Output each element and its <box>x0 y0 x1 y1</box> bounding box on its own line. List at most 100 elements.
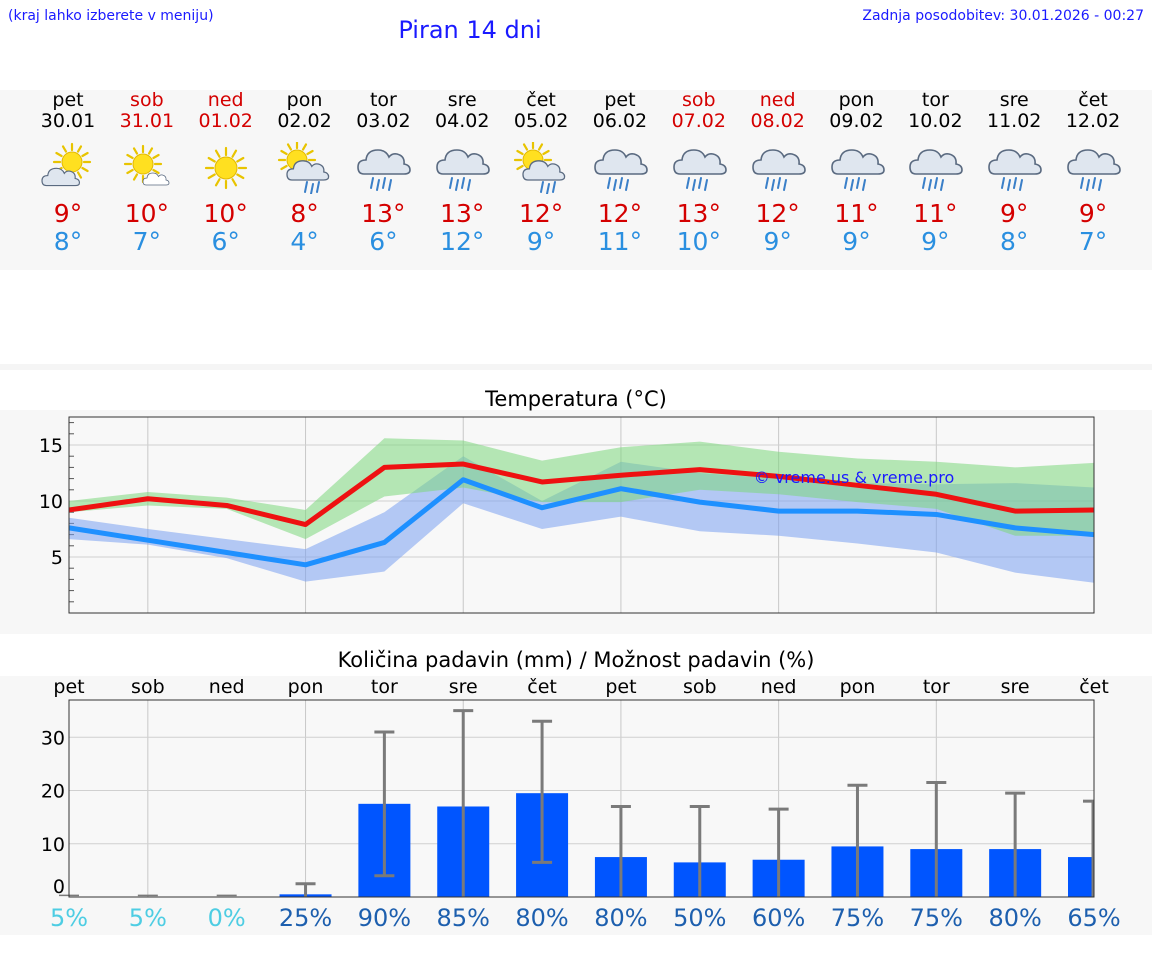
rain-cloud-icon <box>357 149 412 191</box>
min-temperature: 9° <box>842 227 871 256</box>
max-temperature: 12° <box>518 199 564 228</box>
last-update: Zadnja posodobitev: 30.01.2026 - 00:27 <box>862 8 1144 24</box>
precipitation-probability: 5% <box>49 904 89 932</box>
day-column: sob 31.01 10° 7° <box>107 90 187 256</box>
y-tick-label: 5 <box>51 547 63 569</box>
sun-icon <box>204 146 247 190</box>
day-column: sob 07.02 13° 10° <box>659 90 739 256</box>
temperature-chart-title: Temperatura (°C) <box>485 387 667 411</box>
region-hint-link[interactable]: (kraj lahko izberete v meniju) <box>8 8 214 24</box>
y-tick-label: 10 <box>39 491 63 513</box>
day-column: sre 04.02 13° 12° <box>422 90 502 256</box>
precipitation-probability: 60% <box>751 904 806 932</box>
precipitation-day-label: sob <box>682 676 717 698</box>
day-name: pon <box>286 89 323 111</box>
day-name: sob <box>130 89 164 111</box>
precipitation-bar <box>1068 857 1094 897</box>
y-tick-label: 10 <box>41 834 65 856</box>
max-temperature: 11° <box>913 199 958 228</box>
day-date: 01.02 <box>198 110 253 132</box>
plot-frame <box>68 416 1095 614</box>
sun-rain-cloud-icon <box>513 142 566 194</box>
y-tick-label: 15 <box>39 435 63 457</box>
max-temperature: 13° <box>676 199 721 228</box>
day-column: pon 09.02 11° 9° <box>817 90 897 256</box>
min-temperature-line <box>68 477 1095 568</box>
max-range-band <box>69 438 1094 540</box>
max-temperature: 9° <box>1078 199 1108 228</box>
rain-cloud-icon <box>830 149 885 191</box>
day-name: pon <box>838 89 875 111</box>
precipitation-probability: 65% <box>1067 904 1121 932</box>
precipitation-day-label: sre <box>1000 676 1030 698</box>
day-column: pet 30.01 9° 8° <box>28 90 108 256</box>
precipitation-probability: 0% <box>207 904 246 932</box>
min-temperature: 8° <box>999 227 1029 256</box>
precipitation-probability: 80% <box>988 904 1042 932</box>
day-column: čet 12.02 9° 7° <box>1053 90 1133 256</box>
max-temperature: 12° <box>755 199 800 228</box>
day-date: 06.02 <box>592 110 648 132</box>
forecast-strip <box>0 90 1152 270</box>
precipitation-day-label: sob <box>131 676 165 698</box>
day-column: tor 03.02 13° 6° <box>343 90 423 256</box>
precipitation-day-label: pet <box>53 676 85 698</box>
day-date: 05.02 <box>513 110 569 132</box>
day-name: čet <box>526 89 556 111</box>
sun-cloud-icon <box>41 142 92 187</box>
min-temperature: 8° <box>53 227 83 256</box>
min-temperature: 11° <box>597 227 643 256</box>
precipitation-day-label: čet <box>1079 676 1109 698</box>
day-column: sre 11.02 9° 8° <box>974 90 1054 256</box>
rain-cloud-icon <box>594 149 648 191</box>
temperature-chart: 5 10 15 © vreme.us & vreme.pro <box>39 416 1095 614</box>
day-name: sre <box>447 89 477 111</box>
max-temperature: 12° <box>597 199 643 228</box>
day-column: pon 02.02 8° 4° <box>265 90 345 256</box>
day-column: ned 08.02 12° 9° <box>738 90 818 256</box>
max-temperature: 8° <box>290 199 319 228</box>
y-tick-label: 20 <box>41 781 65 803</box>
max-temperature: 13° <box>361 199 406 228</box>
precipitation-probability: 80% <box>594 904 648 932</box>
precipitation-probability: 80% <box>515 904 569 932</box>
rain-cloud-icon <box>988 149 1042 191</box>
precipitation-probability: 5% <box>128 904 167 932</box>
precipitation-probability: 75% <box>830 904 885 932</box>
min-temperature: 9° <box>526 227 556 256</box>
rain-cloud-icon <box>751 149 806 191</box>
min-temperature: 9° <box>921 227 950 256</box>
day-name: tor <box>921 89 949 111</box>
day-date: 31.01 <box>119 110 175 132</box>
precipitation-day-label: tor <box>922 676 950 698</box>
min-temperature: 9° <box>763 227 792 256</box>
day-name: pet <box>52 89 84 111</box>
max-temperature: 13° <box>440 199 485 228</box>
min-temperature: 6° <box>211 227 240 256</box>
precipitation-probability: 85% <box>436 904 490 932</box>
divider <box>0 364 1152 370</box>
precipitation-day-label: ned <box>760 676 797 698</box>
max-temperature: 10° <box>124 199 169 228</box>
sun-small-cloud-icon <box>123 144 170 186</box>
precipitation-chart-title: Količina padavin (mm) / Možnost padavin … <box>337 648 815 672</box>
day-name: sre <box>999 89 1029 111</box>
day-date: 12.02 <box>1065 110 1121 132</box>
day-name: sob <box>682 89 716 111</box>
max-temperature: 10° <box>203 199 248 228</box>
max-temperature: 9° <box>999 199 1029 228</box>
precipitation-probability: 75% <box>909 904 963 932</box>
watermark: © vreme.us & vreme.pro <box>754 468 955 487</box>
precipitation-probability: 90% <box>357 904 412 932</box>
day-column: čet 05.02 12° 9° <box>501 90 581 256</box>
max-temperature-line <box>68 461 1095 528</box>
min-temperature: 4° <box>290 227 319 256</box>
precipitation-chart: 0 10 20 30 <box>41 699 1095 898</box>
sun-rain-cloud-icon <box>277 142 329 194</box>
day-column: tor 10.02 11° 9° <box>895 90 975 256</box>
day-name: ned <box>759 89 796 111</box>
precipitation-day-label: pon <box>287 676 324 698</box>
day-column: pet 06.02 12° 11° <box>580 90 660 256</box>
day-date: 07.02 <box>671 110 726 132</box>
day-name: čet <box>1078 89 1108 111</box>
